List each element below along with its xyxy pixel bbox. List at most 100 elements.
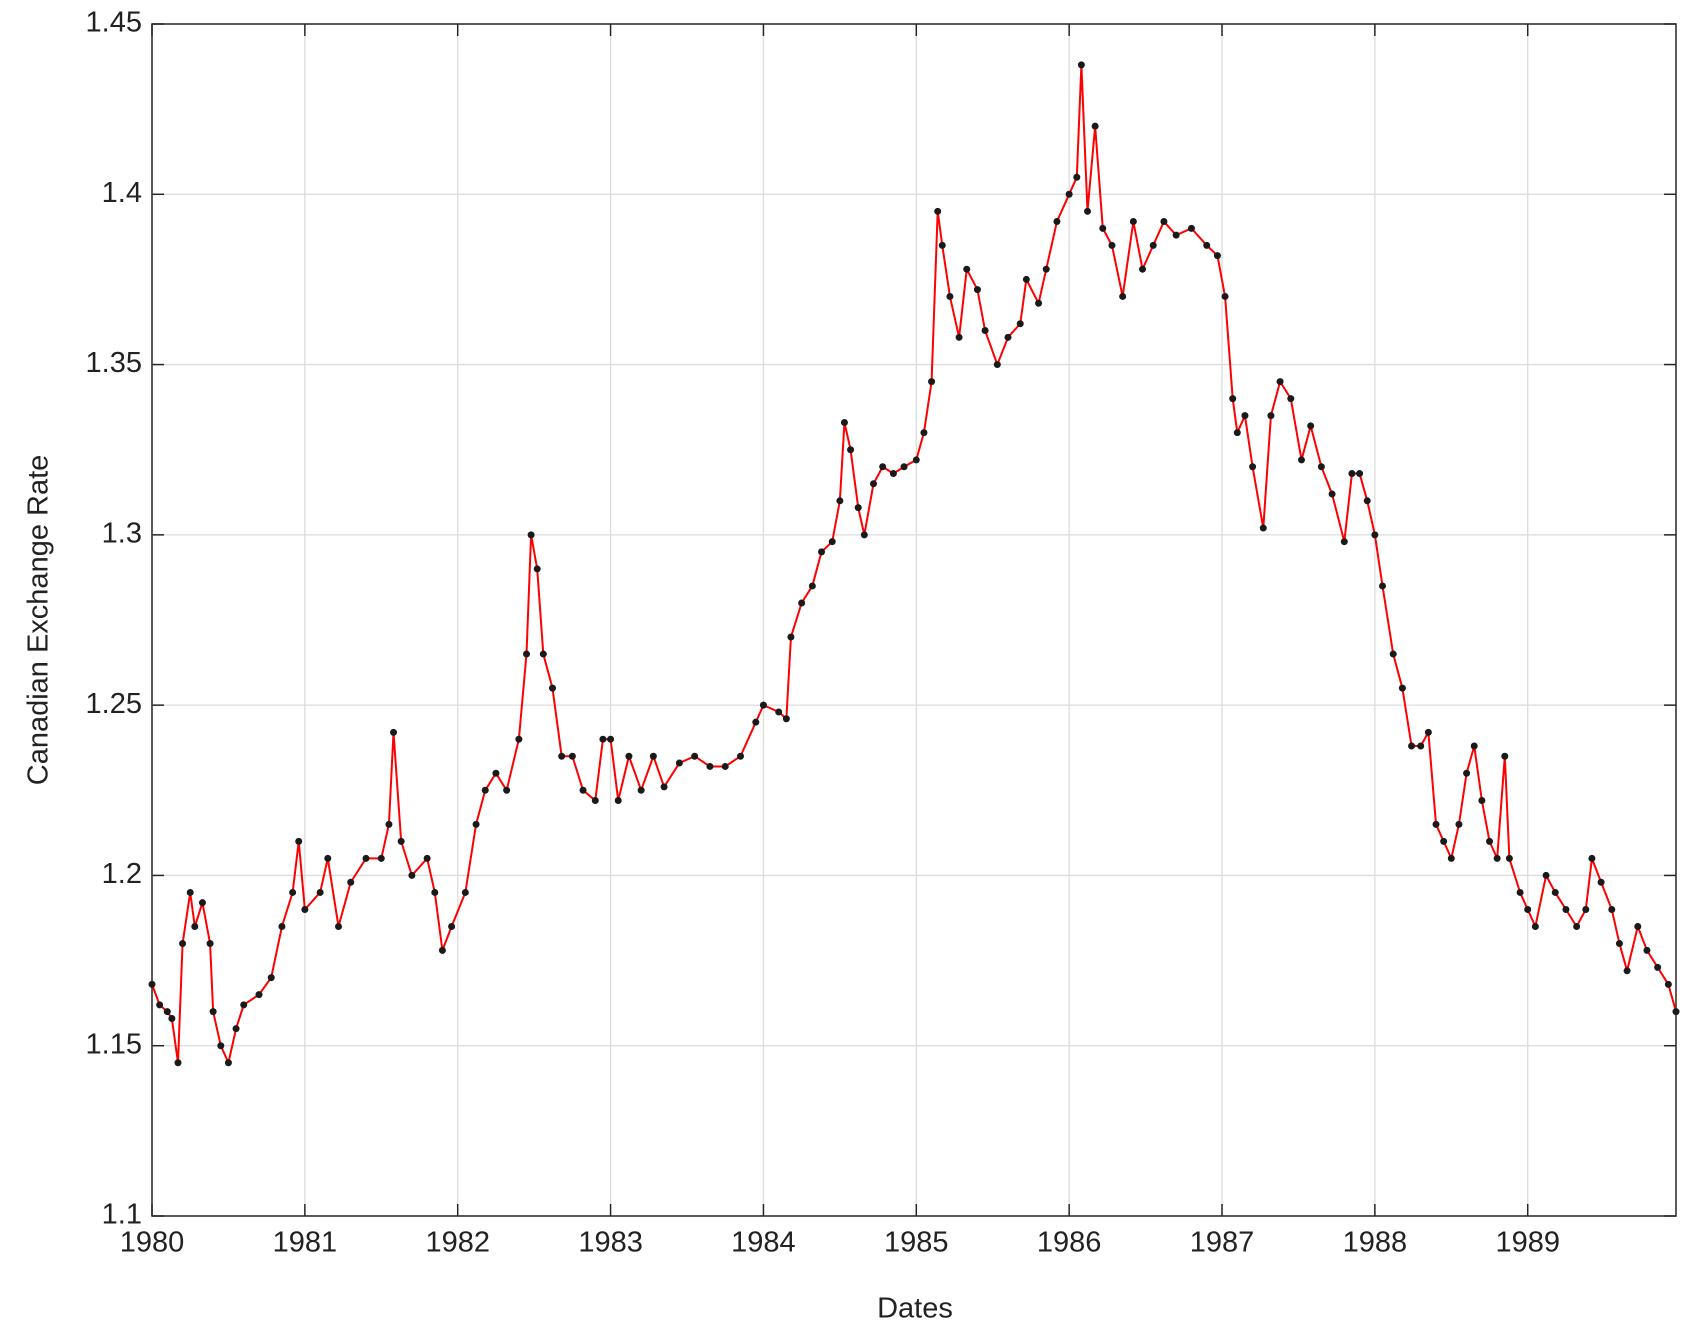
data-point [206, 940, 214, 948]
data-point [912, 456, 920, 464]
data-point [1287, 395, 1295, 403]
data-point [503, 786, 511, 794]
x-tick-label: 1987 [1190, 1227, 1255, 1259]
x-tick-label: 1985 [884, 1227, 949, 1259]
data-point [431, 888, 439, 896]
data-point [934, 207, 942, 215]
data-point [1505, 854, 1513, 862]
data-point [1077, 61, 1085, 69]
data-point [691, 752, 699, 760]
data-point [1542, 871, 1550, 879]
data-point [533, 565, 541, 573]
y-tick-label: 1.45 [86, 7, 142, 39]
data-point [1108, 241, 1116, 249]
data-point [752, 718, 760, 726]
x-tick-label: 1989 [1495, 1227, 1560, 1259]
data-point [1221, 292, 1229, 300]
data-point [579, 786, 587, 794]
x-tick-label: 1981 [273, 1227, 338, 1259]
data-point [1398, 684, 1406, 692]
data-point [515, 735, 523, 743]
data-point [568, 752, 576, 760]
data-point [217, 1042, 225, 1050]
data-point [1634, 923, 1642, 931]
data-point [334, 923, 342, 931]
y-tick-label: 1.35 [86, 347, 142, 379]
data-point [492, 769, 500, 777]
data-point [1317, 463, 1325, 471]
data-point [993, 361, 1001, 369]
data-point [1417, 742, 1425, 750]
data-point [1307, 422, 1315, 430]
plot-frame [151, 23, 1677, 1217]
data-point [1408, 742, 1416, 750]
data-point [472, 820, 480, 828]
data-point [481, 786, 489, 794]
data-point [1065, 190, 1073, 198]
data-point [808, 582, 816, 590]
y-tick-label: 1.25 [86, 688, 142, 720]
data-point [955, 333, 963, 341]
data-point [1440, 837, 1448, 845]
data-point [818, 548, 826, 556]
data-point [390, 728, 398, 736]
data-point [963, 265, 971, 273]
data-point [889, 470, 897, 478]
data-point [787, 633, 795, 641]
data-point [523, 650, 531, 658]
data-point [625, 752, 633, 760]
data-point [548, 684, 556, 692]
data-point [191, 923, 199, 931]
data-point [920, 429, 928, 437]
data-point [1672, 1008, 1680, 1016]
data-point [599, 735, 607, 743]
data-point [148, 980, 156, 988]
data-point [1447, 854, 1455, 862]
data-point [1213, 252, 1221, 260]
data-point [854, 504, 862, 512]
data-point [1356, 470, 1364, 478]
data-point [798, 599, 806, 607]
data-point [1083, 207, 1091, 215]
data-point [775, 708, 783, 716]
data-point [1016, 320, 1024, 328]
data-point [860, 531, 868, 539]
data-point [1259, 524, 1267, 532]
data-point [1129, 218, 1137, 226]
data-point [1172, 231, 1180, 239]
x-tick-label: 1982 [425, 1227, 490, 1259]
data-line [151, 64, 1677, 1066]
data-point [1501, 752, 1509, 760]
data-point [1241, 412, 1249, 420]
data-point [1187, 224, 1195, 232]
data-point [1249, 463, 1257, 471]
data-point [209, 1008, 217, 1016]
data-point [301, 905, 309, 913]
x-tick-label: 1983 [578, 1227, 643, 1259]
data-point [1643, 946, 1651, 954]
data-point [981, 327, 989, 335]
data-point [438, 946, 446, 954]
data-point [1493, 854, 1501, 862]
data-point [289, 888, 297, 896]
data-point [377, 854, 385, 862]
data-point [1042, 265, 1050, 273]
data-point [1203, 241, 1211, 249]
data-point [1379, 582, 1387, 590]
data-point [614, 797, 622, 805]
data-point [255, 991, 263, 999]
data-point [1149, 241, 1157, 249]
data-point [1562, 905, 1570, 913]
data-point [316, 888, 324, 896]
data-point [1478, 797, 1486, 805]
data-point [1389, 650, 1397, 658]
data-point [1328, 490, 1336, 498]
y-tick-label: 1.15 [86, 1028, 142, 1060]
data-point [1348, 470, 1356, 478]
data-point [397, 837, 405, 845]
data-point [1486, 837, 1494, 845]
data-point [840, 418, 848, 426]
data-point [660, 783, 668, 791]
data-point [198, 899, 206, 907]
